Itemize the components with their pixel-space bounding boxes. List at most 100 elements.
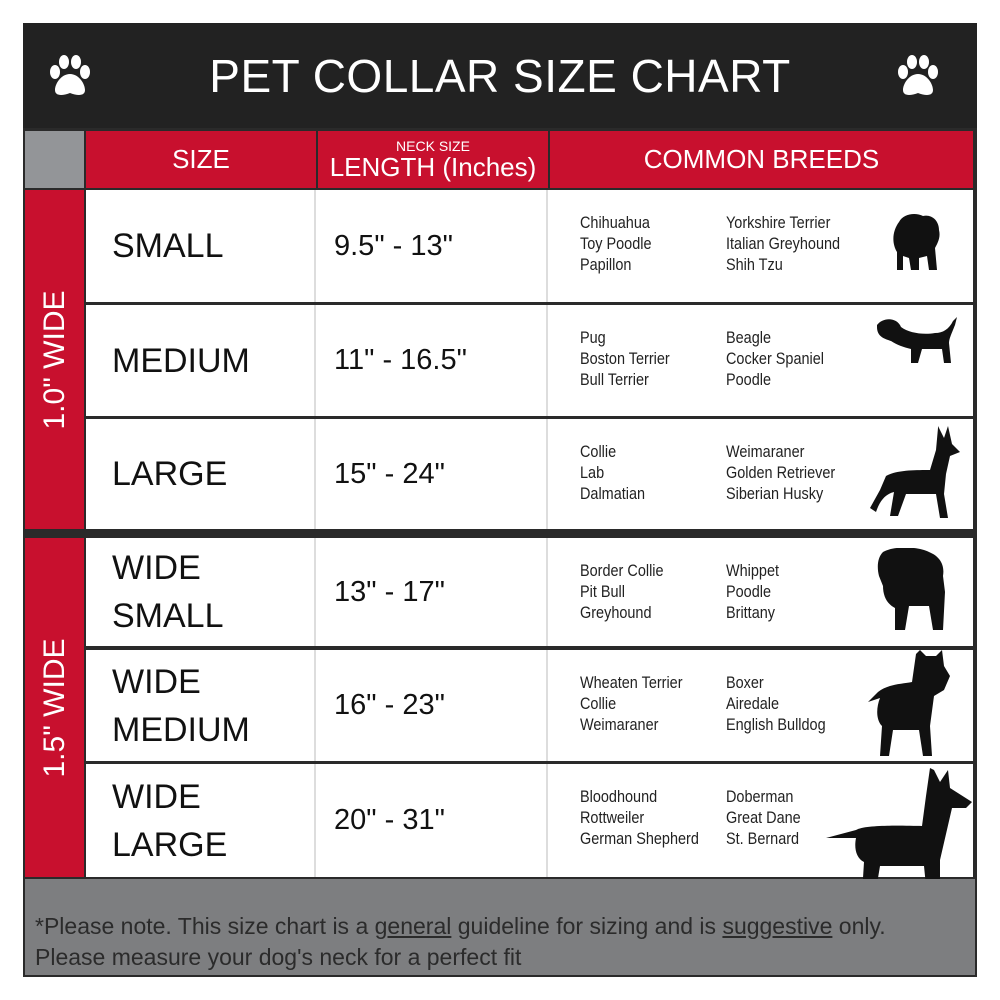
breed-name: Brittany: [726, 603, 775, 622]
note-underlined: general: [374, 913, 452, 939]
length-value: 20" - 31": [334, 804, 445, 836]
breed-name: Bull Terrier: [580, 370, 649, 389]
size-label: WIDE: [112, 662, 201, 701]
breed-name: Greyhound: [580, 603, 652, 622]
paw-icon: [898, 55, 938, 95]
size-label: WIDE: [112, 777, 201, 816]
header-size-label: SIZE: [172, 144, 230, 174]
breed-name: Pug: [580, 328, 606, 347]
group-label-1-5in: 1.5" WIDE: [25, 538, 84, 877]
length-cell: 9.5" - 13": [318, 190, 548, 302]
breed-name: Poodle: [726, 582, 771, 601]
breed-name: Airedale: [726, 694, 780, 713]
breed-name: Pit Bull: [580, 582, 625, 601]
length-cell: 15" - 24": [318, 419, 548, 529]
breed-name: Italian Greyhound: [726, 234, 841, 253]
breed-name: Doberman: [726, 787, 794, 806]
breed-name: Border Collie: [580, 561, 664, 580]
size-cell: MEDIUM: [86, 305, 316, 416]
breed-name: Lab: [580, 463, 605, 482]
breed-name: Toy Poodle: [580, 234, 652, 253]
size-cell: WIDE MEDIUM: [86, 650, 316, 761]
length-cell: 20" - 31": [318, 764, 548, 877]
breed-name: Shih Tzu: [726, 255, 783, 274]
group-label-text: 1.5" WIDE: [37, 637, 71, 778]
breed-name: Collie: [580, 694, 617, 713]
length-cell: 11" - 16.5": [318, 305, 548, 416]
corner-cell: [25, 131, 84, 188]
note-text: only.: [838, 913, 886, 939]
header-length: NECK SIZE LENGTH (Inches): [318, 131, 548, 188]
size-row: MEDIUM 11" - 16.5" Pug Boston Terrier Bull…: [86, 305, 973, 416]
breed-name: Papillon: [580, 255, 632, 274]
header-size: SIZE: [86, 131, 316, 188]
size-row: SMALL 9.5" - 13" Chihuahua Toy Poodle Papi…: [86, 190, 973, 302]
breeds-col-b: Weimaraner Golden Retriever Siberian Husky: [726, 441, 835, 504]
breed-name: Weimaraner: [580, 715, 659, 734]
breed-name: English Bulldog: [726, 715, 826, 734]
breed-name: German Shepherd: [580, 829, 699, 848]
breeds-col-b: Yorkshire Terrier Italian Greyhound Shih T…: [726, 212, 840, 275]
length-value: 13" - 17": [334, 575, 445, 608]
breeds-col-b: Doberman Great Dane St. Bernard: [726, 786, 801, 849]
breed-name: Siberian Husky: [726, 484, 824, 503]
size-label: MEDIUM: [112, 710, 250, 749]
breeds-col-b: Beagle Cocker Spaniel Poodle: [726, 327, 824, 390]
breeds-col-b: Boxer Airedale English Bulldog: [726, 672, 826, 735]
header-breeds-label: COMMON BREEDS: [643, 144, 880, 174]
length-value: 16" - 23": [334, 689, 445, 721]
breed-name: Golden Retriever: [726, 463, 836, 482]
note-text: guideline for sizing and is: [457, 913, 717, 939]
size-cell: WIDE LARGE: [86, 764, 316, 877]
length-value: 9.5" - 13": [334, 229, 453, 262]
size-cell: LARGE: [86, 419, 316, 529]
breed-name: Great Dane: [726, 808, 801, 827]
size-cell: SMALL: [86, 190, 316, 302]
breed-name: Chihuahua: [580, 213, 650, 232]
breeds-col-a: Chihuahua Toy Poodle Papillon: [580, 212, 652, 275]
page-title: PET COLLAR SIZE CHART: [209, 49, 791, 102]
breed-name: Dalmatian: [580, 484, 646, 503]
breed-name: Weimaraner: [726, 442, 805, 461]
size-label: SMALL: [112, 227, 224, 265]
breed-name: St. Bernard: [726, 829, 800, 848]
size-row: WIDE LARGE 20" - 31" Bloodhound Rottweiler…: [86, 764, 973, 926]
breed-name: Boxer: [726, 673, 764, 692]
breed-name: Collie: [580, 442, 617, 461]
breed-name: Beagle: [726, 328, 771, 347]
header-neck-size-label: NECK SIZE: [396, 137, 470, 154]
group-label-1in: 1.0" WIDE: [25, 190, 84, 529]
size-label: LARGE: [112, 825, 228, 864]
breed-name: Yorkshire Terrier: [726, 213, 831, 232]
size-row: LARGE 15" - 24" Collie Lab Dalmatian Weima…: [86, 419, 973, 529]
paw-icon: [50, 55, 90, 95]
title-bar: PET COLLAR SIZE CHART: [23, 23, 977, 128]
breeds-col-a: Collie Lab Dalmatian: [580, 441, 645, 504]
note-line2: Please measure your dog's neck for a per…: [35, 944, 522, 970]
length-value: 15" - 24": [334, 457, 445, 490]
size-label: LARGE: [112, 455, 228, 493]
breed-name: Whippet: [726, 561, 780, 580]
length-cell: 16" - 23": [318, 650, 548, 761]
breed-name: Poodle: [726, 370, 771, 389]
breeds-col-b: Whippet Poodle Brittany: [726, 560, 779, 623]
breeds-col-a: Pug Boston Terrier Bull Terrier: [580, 327, 670, 390]
footer-note: *Please note. This size chart is a gener…: [25, 879, 975, 975]
note-text: *Please note. This size chart is a: [35, 913, 369, 939]
note-underlined: suggestive: [722, 913, 833, 939]
breeds-col-a: Wheaten Terrier Collie Weimaraner: [580, 672, 683, 735]
header-length-label: LENGTH (Inches): [329, 151, 537, 182]
size-row: WIDE MEDIUM 16" - 23" Wheaten Terrier Coll…: [86, 650, 973, 761]
breed-name: Bloodhound: [580, 787, 658, 806]
size-label: MEDIUM: [112, 341, 250, 380]
header-breeds: COMMON BREEDS: [550, 131, 973, 188]
length-cell: 13" - 17": [318, 538, 548, 646]
size-label: WIDE: [112, 549, 201, 587]
length-value: 11" - 16.5": [334, 344, 467, 376]
size-cell: WIDE SMALL: [86, 538, 316, 646]
group-label-text: 1.0" WIDE: [37, 289, 71, 430]
breed-name: Boston Terrier: [580, 349, 670, 368]
breed-name: Cocker Spaniel: [726, 349, 824, 368]
breed-name: Wheaten Terrier: [580, 673, 683, 692]
breeds-col-a: Border Collie Pit Bull Greyhound: [580, 560, 664, 623]
